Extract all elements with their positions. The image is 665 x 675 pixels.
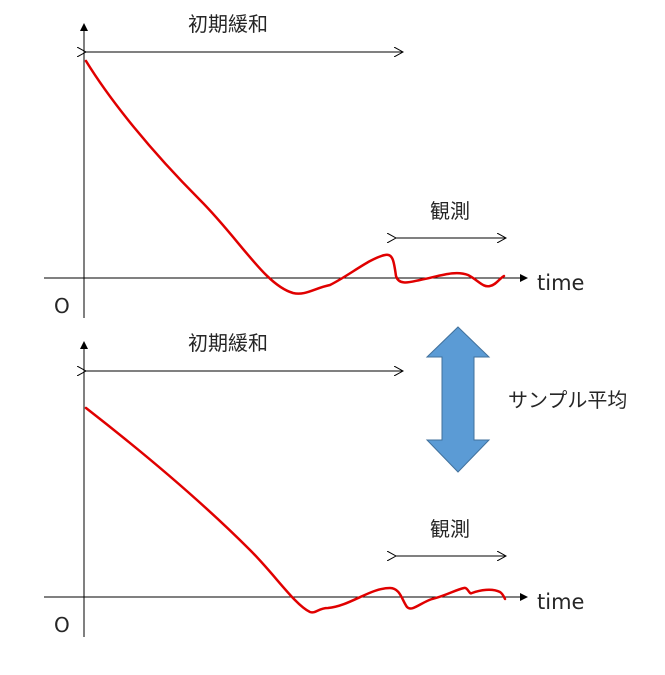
top-obs-label: 観測 — [430, 199, 470, 223]
top-relax-label: 初期緩和 — [188, 12, 268, 36]
bottom-relax-label: 初期緩和 — [188, 331, 268, 355]
top-time-label: time — [537, 271, 584, 295]
bottom-relaxation-curve — [84, 406, 507, 614]
sample-average-label: サンプル平均 — [508, 388, 627, 412]
sample-average-group: サンプル平均 — [425, 326, 627, 473]
bottom-obs-label: 観測 — [430, 517, 470, 541]
top-panel: O time 初期緩和 観測 — [44, 12, 584, 318]
vertical-double-arrow-icon — [425, 326, 491, 473]
bottom-time-label: time — [537, 590, 584, 614]
top-relaxation-curve — [84, 59, 506, 295]
bottom-panel: O time 初期緩和 観測 — [44, 331, 584, 637]
bottom-origin-label: O — [54, 613, 70, 637]
top-origin-label: O — [54, 294, 70, 318]
